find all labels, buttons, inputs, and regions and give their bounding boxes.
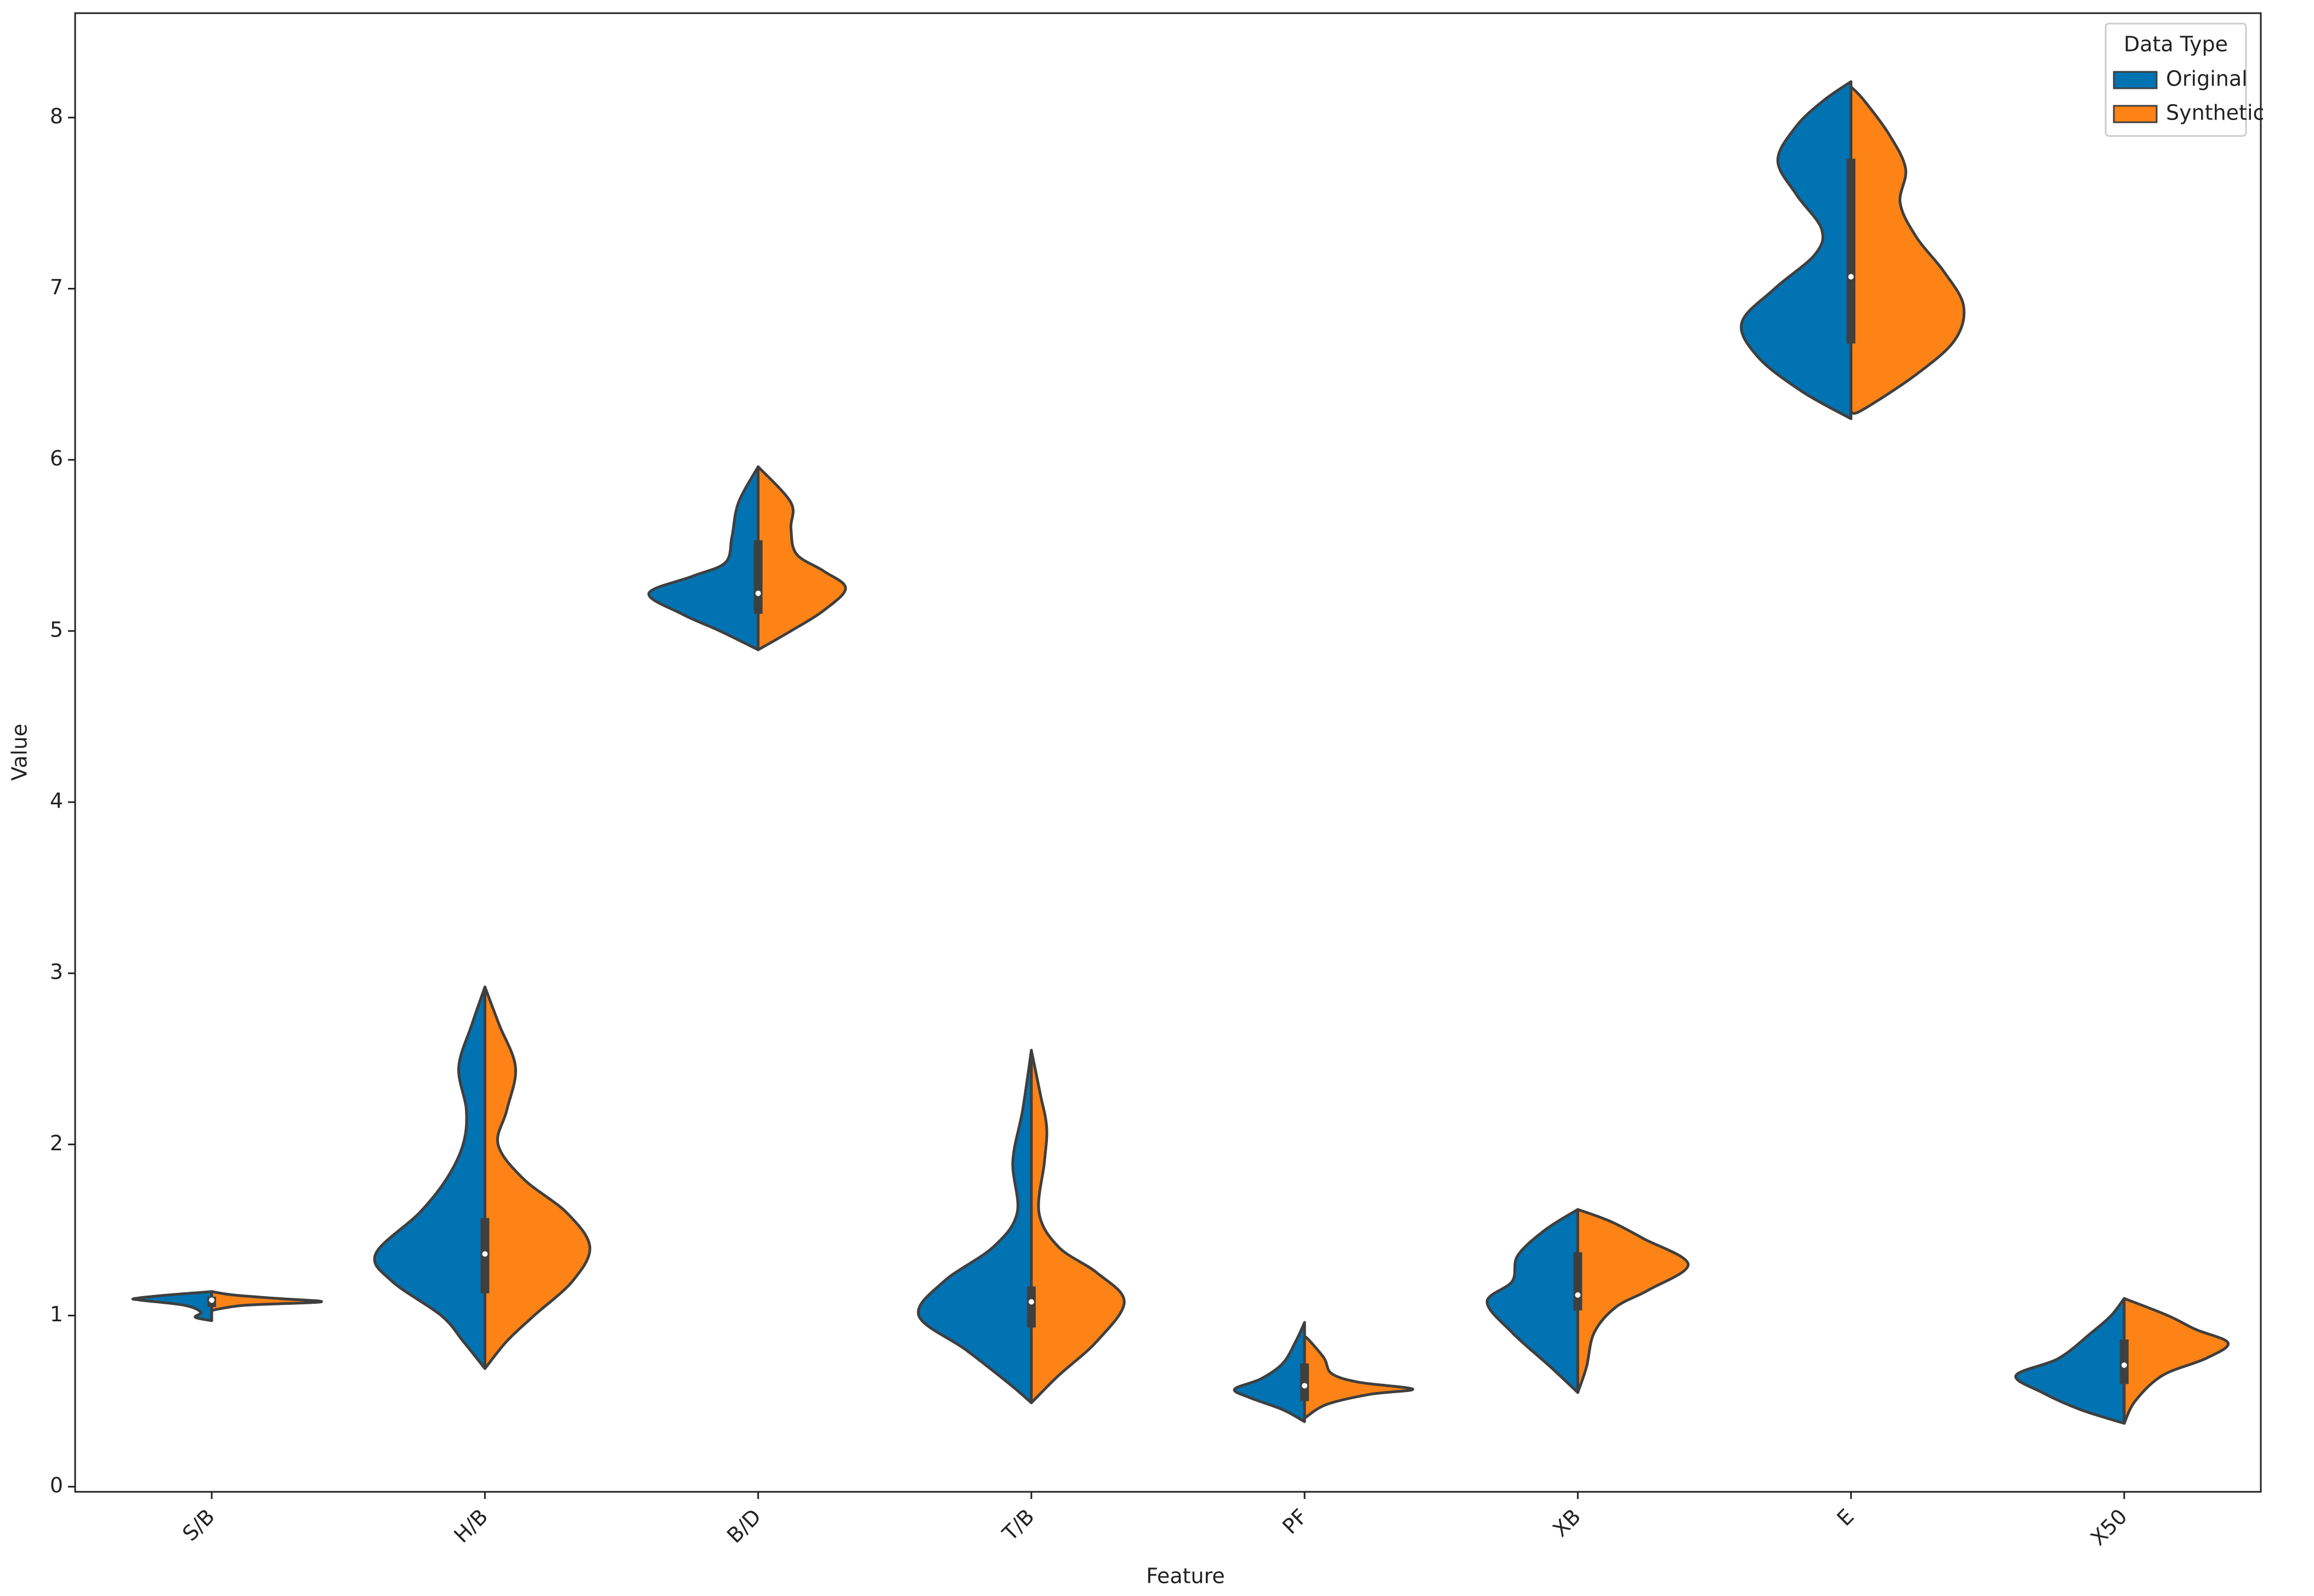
y-tick-label: 1 bbox=[50, 1302, 63, 1326]
box-median bbox=[755, 590, 761, 597]
violin-half bbox=[483, 985, 592, 1370]
y-axis-label: Value bbox=[8, 724, 32, 781]
violin-half bbox=[757, 465, 847, 651]
violin-half bbox=[1303, 1334, 1414, 1420]
y-tick-label: 6 bbox=[50, 446, 63, 470]
box-median bbox=[1575, 1292, 1581, 1298]
plot-frame bbox=[74, 12, 2262, 1493]
box-median bbox=[482, 1251, 488, 1257]
legend-title: Data Type bbox=[2124, 32, 2228, 56]
violin-half bbox=[647, 465, 760, 651]
violin-half bbox=[1576, 1208, 1690, 1394]
violin-half bbox=[131, 1290, 213, 1322]
y-tick-label: 3 bbox=[50, 960, 63, 984]
box-median bbox=[1848, 274, 1854, 280]
violin-half bbox=[373, 985, 486, 1370]
y-tick-label: 0 bbox=[50, 1473, 63, 1497]
y-tick-label: 4 bbox=[50, 789, 63, 813]
legend-swatch bbox=[2113, 71, 2158, 89]
y-tick-label: 2 bbox=[50, 1131, 63, 1155]
violin-half bbox=[1485, 1208, 1579, 1394]
violin-half bbox=[917, 1049, 1033, 1405]
y-tick-label: 7 bbox=[50, 275, 63, 299]
violin-half bbox=[2014, 1297, 2126, 1425]
violin-half bbox=[2123, 1297, 2230, 1425]
box-median bbox=[2121, 1362, 2127, 1368]
y-tick-label: 5 bbox=[50, 617, 63, 641]
violin-half bbox=[1850, 85, 1966, 415]
legend-label: Original bbox=[2166, 67, 2248, 91]
violin-half bbox=[1030, 1049, 1126, 1405]
legend-swatch bbox=[2113, 105, 2158, 123]
box-median bbox=[1028, 1299, 1034, 1305]
violin-half bbox=[1739, 80, 1853, 421]
legend-label: Synthetic bbox=[2166, 101, 2264, 125]
x-axis-label: Feature bbox=[1146, 1564, 1225, 1588]
box-median bbox=[209, 1297, 215, 1303]
violin-half bbox=[210, 1290, 323, 1312]
y-tick-label: 8 bbox=[50, 104, 63, 128]
violin-half bbox=[1233, 1321, 1306, 1423]
box-median bbox=[1302, 1383, 1308, 1389]
